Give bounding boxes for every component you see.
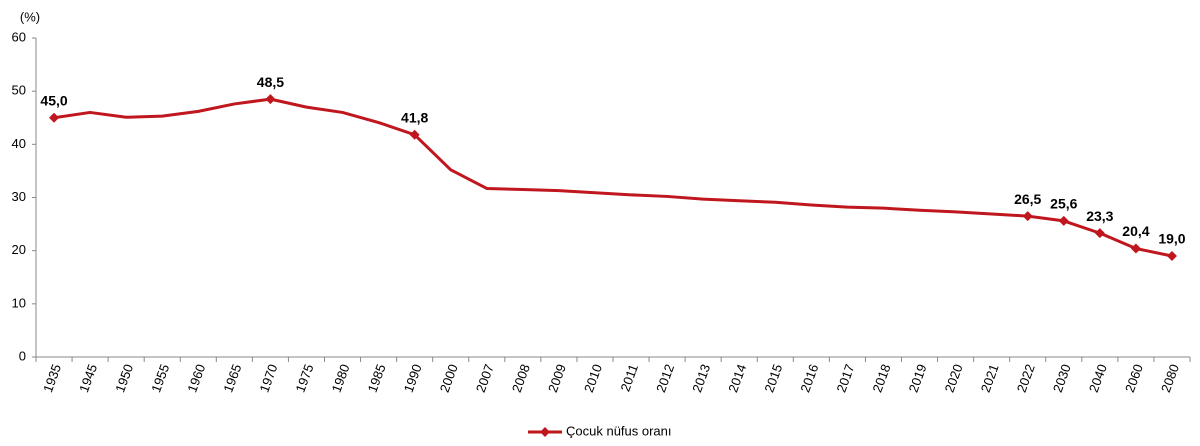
point-marker (409, 129, 420, 140)
x-tick-label: 2020 (942, 362, 966, 394)
series-line (53, 97, 1173, 258)
y-tick-label: 0 (19, 348, 26, 363)
x-tick-label: 2019 (906, 362, 930, 394)
value-label: 19,0 (1158, 231, 1185, 247)
y-tick-label: 40 (12, 136, 26, 151)
x-tick-label: 2008 (509, 362, 533, 394)
x-tick-label: 2060 (1122, 362, 1146, 394)
x-tick-label: 2018 (870, 362, 894, 394)
x-tick-label: 2012 (653, 362, 677, 394)
point-marker (1166, 250, 1177, 261)
x-tick-label: 2011 (617, 362, 641, 393)
x-tick-label: 2022 (1014, 362, 1038, 394)
point-marker (1130, 243, 1141, 254)
point-marker (265, 94, 276, 105)
x-tick-label: 2040 (1086, 362, 1110, 394)
value-label: 41,8 (401, 109, 428, 125)
y-tick-label: 20 (12, 242, 26, 257)
point-marker (1022, 211, 1033, 222)
legend-marker (540, 427, 550, 437)
point-marker (1058, 215, 1069, 226)
x-tick-label: 2016 (797, 362, 821, 394)
x-tick-label: 2013 (689, 362, 713, 394)
x-tick-label: 1935 (40, 362, 64, 394)
value-label: 26,5 (1014, 191, 1041, 207)
x-tick-label: 1960 (184, 362, 208, 394)
x-tick-label: 2017 (833, 362, 857, 394)
value-label: 25,6 (1050, 196, 1077, 212)
x-tick-label: 1980 (329, 362, 353, 394)
x-tick-label: 2009 (545, 362, 569, 394)
x-tick-label: 2080 (1158, 362, 1182, 394)
x-tick-label: 1965 (220, 362, 244, 394)
legend-label: Çocuk nüfus oranı (566, 423, 672, 438)
x-tick-label: 2010 (581, 362, 605, 394)
y-tick-label: 30 (12, 189, 26, 204)
y-tick-label: 60 (12, 29, 26, 44)
x-tick-label: 2014 (725, 362, 749, 394)
value-label: 20,4 (1122, 223, 1149, 239)
x-tick-label: 1950 (112, 362, 136, 394)
x-tick-label: 1945 (76, 362, 100, 394)
y-unit-label: (%) (20, 9, 40, 24)
x-tick-label: 1955 (148, 362, 172, 394)
point-marker (1094, 228, 1105, 239)
x-tick-label: 1975 (293, 362, 317, 394)
value-label: 48,5 (257, 74, 284, 90)
x-tick-label: 1990 (401, 362, 425, 394)
point-marker (49, 112, 60, 123)
x-tick-label: 2021 (978, 362, 1002, 394)
value-label: 23,3 (1086, 208, 1113, 224)
x-tick-label: 1970 (256, 362, 280, 394)
x-tick-label: 2015 (761, 362, 785, 394)
x-tick-label: 2030 (1050, 362, 1074, 394)
x-tick-label: 2000 (437, 362, 461, 394)
y-tick-label: 50 (12, 83, 26, 98)
x-tick-label: 2007 (473, 362, 497, 394)
value-label: 45,0 (40, 92, 67, 108)
x-tick-label: 1985 (365, 362, 389, 394)
y-tick-label: 10 (12, 295, 26, 310)
